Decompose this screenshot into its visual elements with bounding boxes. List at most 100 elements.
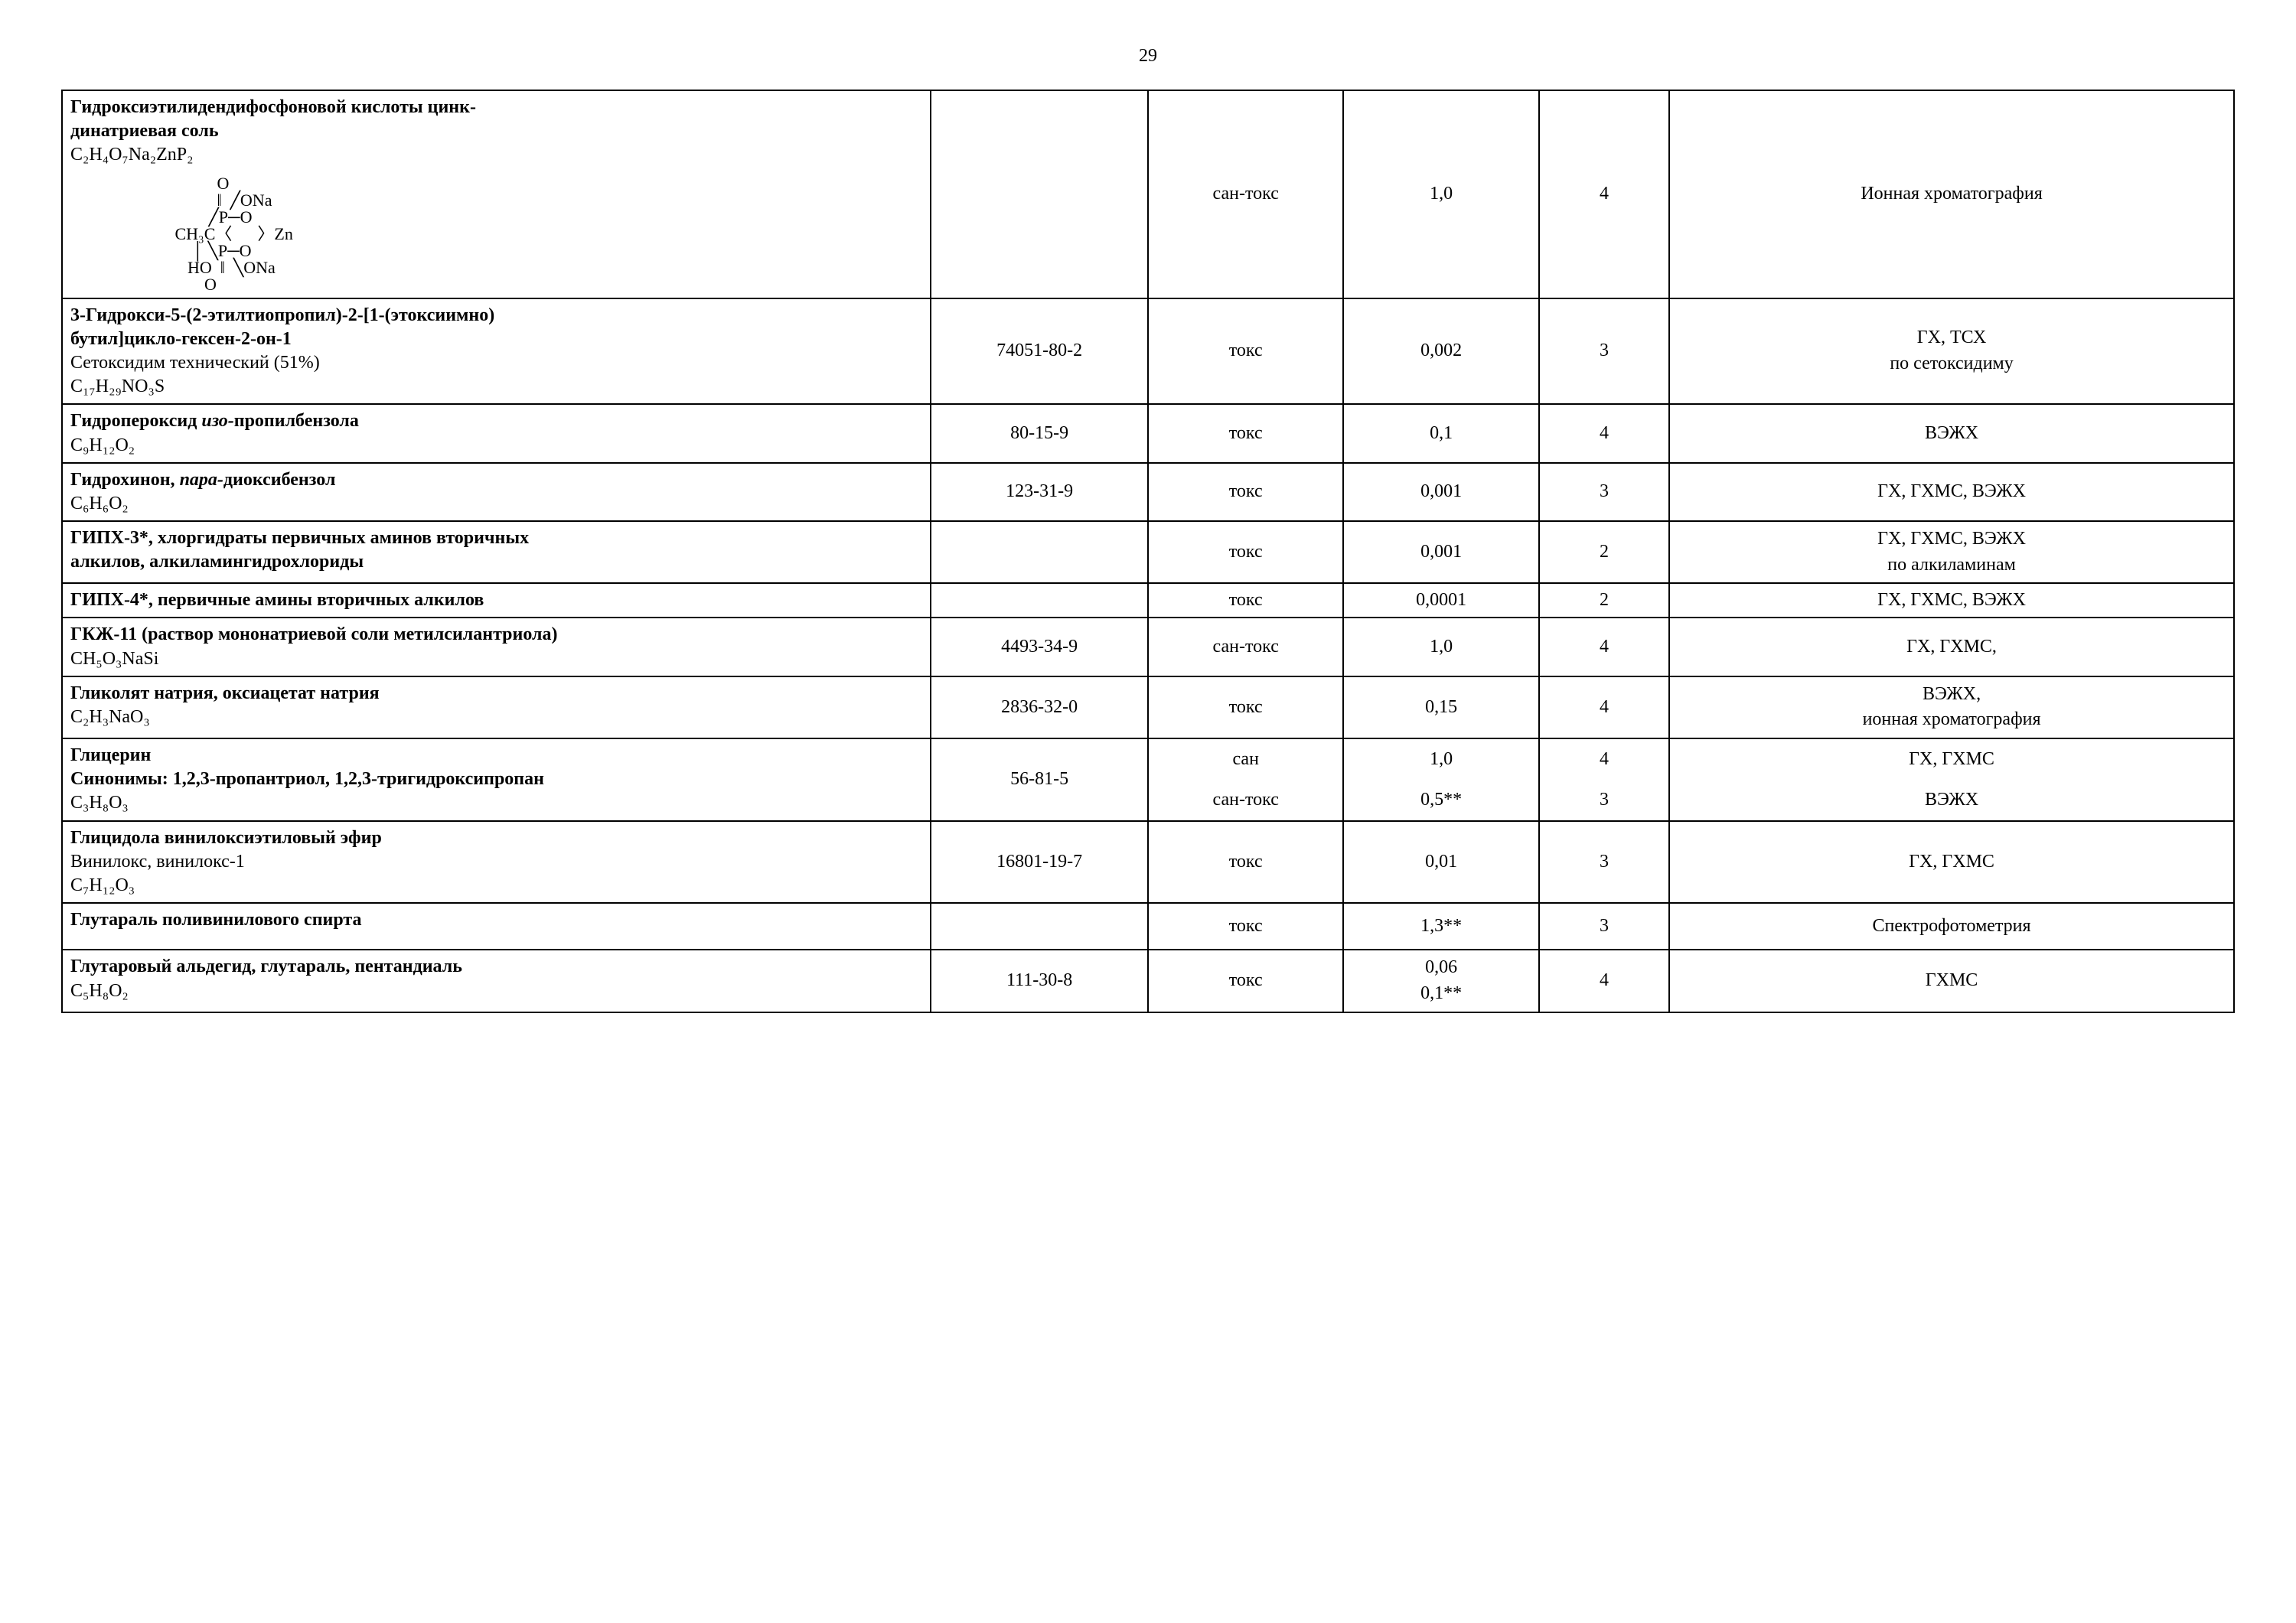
name-italic: изо- — [201, 411, 233, 431]
name-line: алкилов, алкиламингидрохлориды — [70, 552, 364, 572]
name-line: ГИПХ-3*, хлоргидраты первичных аминов вт… — [70, 528, 529, 548]
formula: C₂H₃NaO₃ — [70, 707, 150, 727]
cell-val: 0,1 — [1343, 404, 1538, 462]
name-line: динатриевая соль — [70, 121, 219, 141]
cell-name: Гидропероксид изо-пропилбензола C₉H₁₂O₂ — [62, 404, 931, 462]
name-line: ГКЖ-11 (раствор мононатриевой соли метил… — [70, 624, 557, 644]
cell-val: 0,5** — [1343, 780, 1538, 821]
cell-method: ГХ, ГХМС, ВЭЖХ — [1669, 463, 2234, 521]
cell-cls: 4 — [1539, 404, 1669, 462]
name-line: Глицидола винилоксиэтиловый эфир — [70, 828, 382, 848]
cell-val: 1,0 — [1343, 738, 1538, 780]
cell-val: 1,3** — [1343, 903, 1538, 950]
cell-crit: токс — [1148, 298, 1343, 405]
cell-crit: сан-токс — [1148, 780, 1343, 821]
cell-cls: 4 — [1539, 738, 1669, 780]
cell-crit: токс — [1148, 950, 1343, 1012]
cell-crit: токс — [1148, 404, 1343, 462]
cell-method: ГХ, ГХМС — [1669, 821, 2234, 904]
cell-name: ГИПХ-4*, первичные амины вторичных алкил… — [62, 583, 931, 618]
cell-cas: 74051-80-2 — [931, 298, 1148, 405]
cell-method: ВЭЖХ — [1669, 780, 2234, 821]
formula: C₆H₆O₂ — [70, 494, 129, 513]
name-italic: пара- — [180, 470, 223, 490]
cell-method: ГХ, ГХМС, — [1669, 618, 2234, 676]
cell-val: 0,15 — [1343, 676, 1538, 738]
cell-method: ГХ, ТСХ по сетоксидиму — [1669, 298, 2234, 405]
cell-crit: токс — [1148, 903, 1343, 950]
cell-crit: токс — [1148, 463, 1343, 521]
cell-cls: 4 — [1539, 950, 1669, 1012]
name-line: ГИПХ-4*, первичные амины вторичных алкил… — [70, 590, 484, 610]
cell-method: ВЭЖХ, ионная хроматография — [1669, 676, 2234, 738]
name-line: Глутараль поливинилового спирта — [70, 910, 361, 930]
name-line: Глутаровый альдегид, глутараль, пентанди… — [70, 957, 462, 976]
table-row: Глицерин Синонимы: 1,2,3-пропантриол, 1,… — [62, 738, 2234, 780]
cell-val: 0,001 — [1343, 521, 1538, 583]
cell-method: ГХМС — [1669, 950, 2234, 1012]
table-row: ГИПХ-3*, хлоргидраты первичных аминов вт… — [62, 521, 2234, 583]
table-row: 3-Гидрокси-5-(2-этилтиопропил)-2-[1-(это… — [62, 298, 2234, 405]
cell-cls: 4 — [1539, 618, 1669, 676]
cell-crit: токс — [1148, 583, 1343, 618]
cell-cas: 80-15-9 — [931, 404, 1148, 462]
table-row: Глутаровый альдегид, глутараль, пентанди… — [62, 950, 2234, 1012]
table-row: Гидрохинон, пара-диоксибензол C₆H₆O₂ 123… — [62, 463, 2234, 521]
cell-crit: токс — [1148, 521, 1343, 583]
cell-cas — [931, 90, 1148, 298]
cell-val: 0,0001 — [1343, 583, 1538, 618]
name-line: 3-Гидрокси-5-(2-этилтиопропил)-2-[1-(это… — [70, 305, 494, 325]
cell-method: ГХ, ГХМС, ВЭЖХ по алкиламинам — [1669, 521, 2234, 583]
cell-cls: 4 — [1539, 90, 1669, 298]
cell-name: Глицерин Синонимы: 1,2,3-пропантриол, 1,… — [62, 738, 931, 821]
cell-method: Спектрофотометрия — [1669, 903, 2234, 950]
name-line: Сетоксидим технический (51%) — [70, 353, 320, 373]
table-row: ГКЖ-11 (раствор мононатриевой соли метил… — [62, 618, 2234, 676]
table-row: Гидропероксид изо-пропилбензола C₉H₁₂O₂ … — [62, 404, 2234, 462]
cell-cls: 2 — [1539, 521, 1669, 583]
cell-cls: 4 — [1539, 676, 1669, 738]
page-number: 29 — [61, 46, 2235, 67]
name-line: бутил]цикло-гексен-2-он-1 — [70, 329, 292, 349]
cell-val: 1,0 — [1343, 618, 1538, 676]
cell-method: Ионная хроматография — [1669, 90, 2234, 298]
cell-name: Гидрохинон, пара-диоксибензол C₆H₆O₂ — [62, 463, 931, 521]
cell-cas — [931, 521, 1148, 583]
name-line: Гидрохинон, — [70, 470, 180, 490]
cell-name: Гликолят натрия, оксиацетат натрия C₂H₃N… — [62, 676, 931, 738]
cell-cas: 16801-19-7 — [931, 821, 1148, 904]
cell-cls: 2 — [1539, 583, 1669, 618]
cell-cas: 2836-32-0 — [931, 676, 1148, 738]
cell-val: 0,06 0,1** — [1343, 950, 1538, 1012]
cell-name: 3-Гидрокси-5-(2-этилтиопропил)-2-[1-(это… — [62, 298, 931, 405]
cell-val: 1,0 — [1343, 90, 1538, 298]
table-row: Глутараль поливинилового спирта токс 1,3… — [62, 903, 2234, 950]
cell-crit: сан — [1148, 738, 1343, 780]
formula: C₅H₈O₂ — [70, 981, 129, 1001]
cell-crit: токс — [1148, 676, 1343, 738]
cell-cls: 3 — [1539, 298, 1669, 405]
chemical-table: Гидроксиэтилидендифосфоновой кислоты цин… — [61, 90, 2235, 1013]
cell-crit: токс — [1148, 821, 1343, 904]
cell-name: Глицидола винилоксиэтиловый эфир Винилок… — [62, 821, 931, 904]
cell-name: Глутаровый альдегид, глутараль, пентанди… — [62, 950, 931, 1012]
cell-val: 0,002 — [1343, 298, 1538, 405]
formula: C₉H₁₂O₂ — [70, 435, 135, 455]
name-line: диоксибензол — [223, 470, 336, 490]
cell-cas: 123-31-9 — [931, 463, 1148, 521]
formula: C₂H₄O₇Na₂ZnP₂ — [70, 145, 194, 165]
cell-crit: сан-токс — [1148, 90, 1343, 298]
cell-method: ВЭЖХ — [1669, 404, 2234, 462]
cell-name: Гидроксиэтилидендифосфоновой кислоты цин… — [62, 90, 931, 298]
name-line: Глицерин — [70, 745, 151, 765]
formula: CH₅O₃NaSi — [70, 649, 158, 669]
cell-cls: 3 — [1539, 903, 1669, 950]
cell-cls: 3 — [1539, 780, 1669, 821]
table-row: Гидроксиэтилидендифосфоновой кислоты цин… — [62, 90, 2234, 298]
table-row: Глицидола винилоксиэтиловый эфир Винилок… — [62, 821, 2234, 904]
cell-val: 0,001 — [1343, 463, 1538, 521]
table-row: Гликолят натрия, оксиацетат натрия C₂H₃N… — [62, 676, 2234, 738]
cell-cas: 4493-34-9 — [931, 618, 1148, 676]
cell-name: ГКЖ-11 (раствор мононатриевой соли метил… — [62, 618, 931, 676]
formula: C₃H₈O₃ — [70, 793, 129, 813]
